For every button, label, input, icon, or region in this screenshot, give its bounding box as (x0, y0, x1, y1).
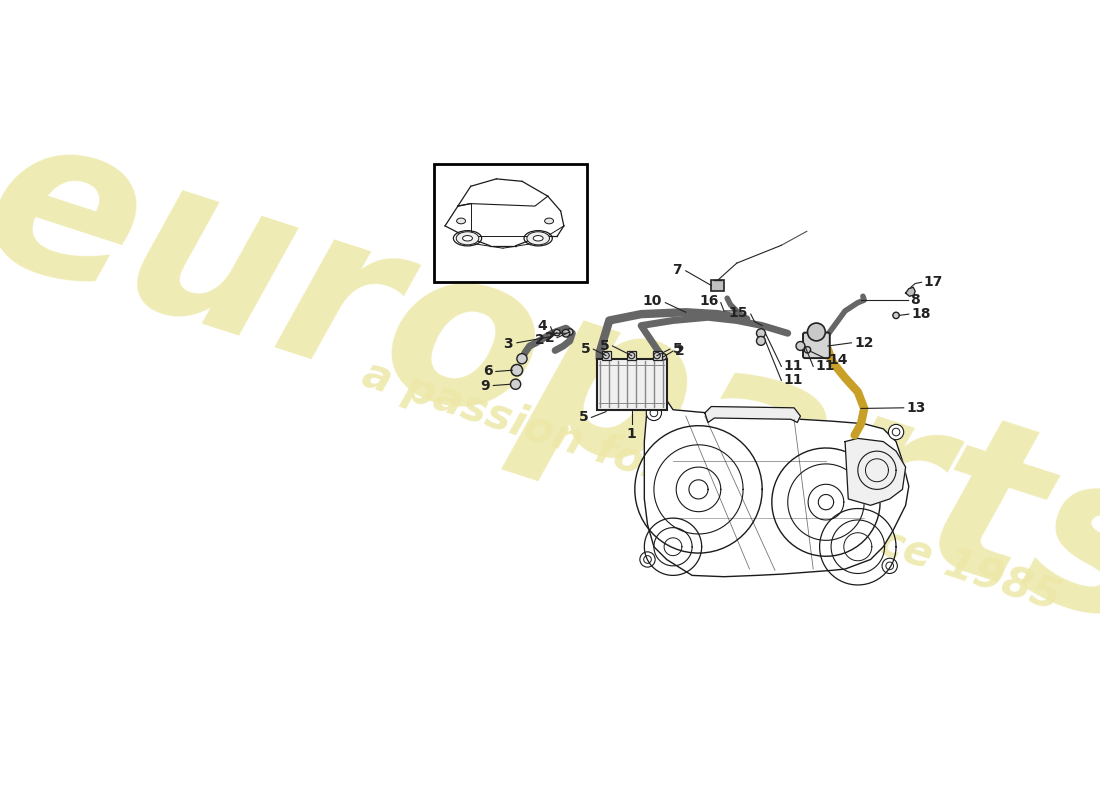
Circle shape (566, 329, 573, 335)
Circle shape (650, 409, 658, 417)
Circle shape (804, 346, 811, 353)
Text: 11: 11 (816, 359, 835, 374)
Text: 2: 2 (544, 330, 554, 345)
Text: 4: 4 (537, 318, 547, 333)
Text: 5: 5 (673, 342, 683, 356)
Bar (627, 351, 636, 360)
Ellipse shape (534, 235, 543, 241)
Text: 16: 16 (700, 294, 719, 308)
Text: 1: 1 (627, 427, 637, 441)
Ellipse shape (527, 232, 550, 245)
Polygon shape (845, 438, 905, 506)
Circle shape (512, 365, 522, 376)
Text: a passion for parts since 1985: a passion for parts since 1985 (356, 353, 1066, 619)
Circle shape (562, 330, 570, 337)
Ellipse shape (463, 235, 473, 241)
Bar (652, 351, 661, 360)
Bar (434, 164, 587, 282)
Circle shape (757, 337, 766, 346)
Text: europarts: europarts (0, 93, 1100, 676)
Circle shape (646, 406, 661, 421)
Text: 8: 8 (910, 293, 920, 307)
Circle shape (893, 312, 899, 318)
Text: 11: 11 (784, 359, 803, 374)
Circle shape (553, 330, 560, 336)
Circle shape (510, 379, 520, 390)
Circle shape (640, 552, 656, 567)
Circle shape (603, 352, 609, 358)
Circle shape (628, 352, 635, 358)
Text: 2: 2 (535, 333, 544, 346)
Bar (602, 351, 610, 360)
Bar (596, 358, 667, 410)
Circle shape (653, 352, 660, 358)
Text: 17: 17 (924, 275, 943, 290)
Circle shape (807, 323, 825, 341)
Text: 18: 18 (912, 307, 931, 321)
Text: 7: 7 (672, 262, 682, 277)
Circle shape (882, 558, 898, 574)
Ellipse shape (456, 232, 478, 245)
Circle shape (757, 329, 766, 338)
Text: 6: 6 (483, 365, 493, 378)
Circle shape (796, 342, 805, 350)
Circle shape (892, 428, 900, 436)
Circle shape (517, 354, 527, 364)
FancyBboxPatch shape (803, 333, 829, 358)
Text: 10: 10 (642, 294, 662, 308)
Text: 12: 12 (854, 336, 873, 350)
Ellipse shape (456, 218, 465, 224)
Bar (712, 280, 724, 290)
Text: 3: 3 (503, 337, 513, 351)
Text: 11: 11 (784, 374, 803, 387)
Ellipse shape (544, 218, 553, 224)
Text: 14: 14 (828, 353, 848, 367)
Polygon shape (905, 287, 915, 296)
Circle shape (886, 562, 893, 570)
Polygon shape (645, 400, 909, 577)
Text: 2: 2 (675, 344, 684, 358)
Text: 5: 5 (579, 410, 588, 424)
Text: 5: 5 (581, 342, 591, 356)
Text: 13: 13 (906, 401, 925, 415)
Text: 15: 15 (728, 306, 748, 320)
Circle shape (660, 354, 667, 360)
Text: 5: 5 (600, 339, 609, 353)
Text: 9: 9 (481, 378, 491, 393)
Polygon shape (705, 406, 801, 422)
Circle shape (889, 424, 904, 440)
Circle shape (644, 556, 651, 563)
